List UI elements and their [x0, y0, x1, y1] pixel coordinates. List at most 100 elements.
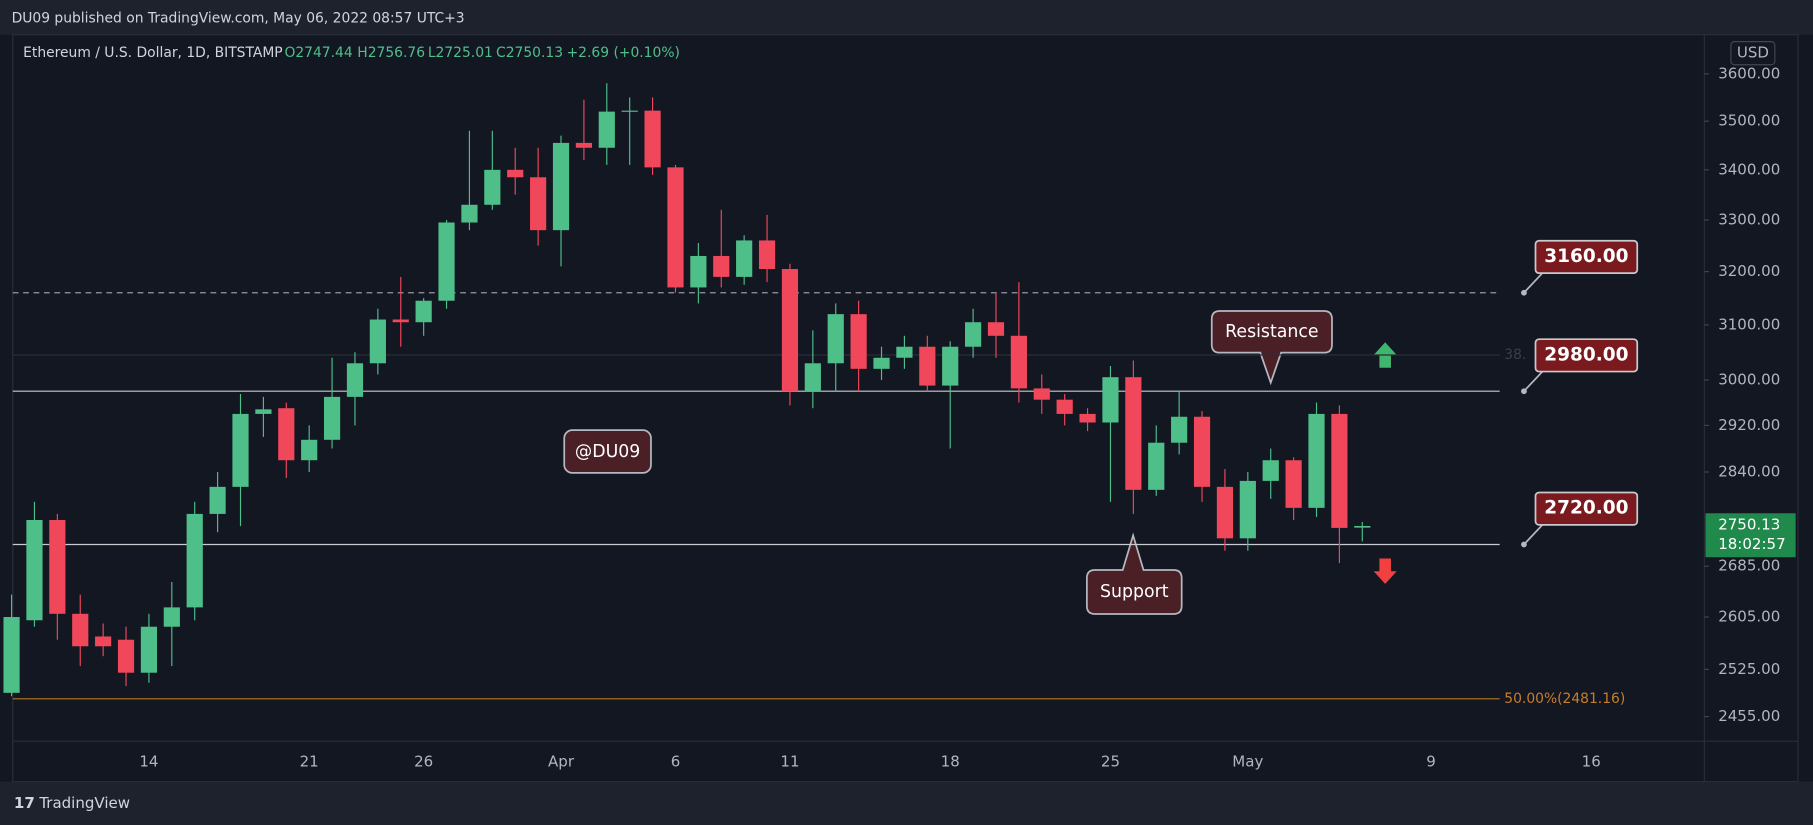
x-tick-label: 25	[1101, 752, 1120, 770]
legend-change: +2.69 (+0.10%)	[567, 45, 680, 61]
x-tick-label: 18	[941, 752, 960, 770]
candle-body	[3, 617, 20, 693]
candle-body	[301, 439, 318, 461]
bottom-bar	[0, 781, 1813, 825]
y-tick-label: 2685.00	[1718, 557, 1780, 575]
candle-body	[140, 626, 158, 673]
fib-label: 38.	[1504, 347, 1526, 363]
x-tick-label: 11	[780, 752, 799, 770]
candle-body	[255, 409, 272, 414]
y-tick-label: 2525.00	[1718, 660, 1780, 678]
candle-body	[942, 346, 959, 386]
y-tick-label: 2455.00	[1718, 707, 1780, 725]
support-label: Support	[1100, 582, 1169, 602]
candle-body	[186, 513, 203, 608]
candle-body	[667, 167, 684, 288]
x-tick-label: 9	[1426, 752, 1436, 770]
brand: TradingView	[38, 794, 130, 812]
candle-body	[896, 346, 913, 358]
x-tick-label: 14	[139, 752, 158, 770]
candle-body	[461, 204, 478, 223]
candle-body	[1239, 480, 1256, 539]
y-tick-label: 3300.00	[1718, 210, 1780, 228]
candle-body	[1354, 525, 1371, 528]
candle-body	[438, 222, 455, 301]
x-tick-label: May	[1232, 752, 1263, 770]
candle-body	[1010, 335, 1027, 389]
candle-body	[415, 300, 432, 323]
resistance-label: Resistance	[1225, 322, 1318, 342]
candle-body	[1079, 413, 1096, 423]
currency: USD	[1737, 44, 1769, 62]
level-label: 3160.00	[1544, 246, 1628, 267]
candle-body	[690, 255, 707, 288]
countdown: 18:02:57	[1718, 535, 1785, 553]
candle-body	[1308, 413, 1325, 508]
candle-body	[598, 111, 615, 148]
legend-low: L2725.01	[428, 45, 493, 61]
resistance-box	[1210, 310, 1333, 386]
y-tick-label: 3400.00	[1718, 160, 1780, 178]
candle-body	[369, 319, 386, 364]
frame	[12, 34, 1799, 783]
candle-body	[1193, 416, 1211, 487]
candle-body	[117, 639, 135, 673]
candle-body	[1171, 416, 1188, 443]
candle-body	[827, 314, 844, 364]
x-tick-label: 26	[414, 752, 433, 770]
x-tick-label: 16	[1582, 752, 1601, 770]
y-tick-label: 3200.00	[1718, 262, 1780, 280]
candle-body	[1331, 413, 1348, 528]
candle-body	[758, 240, 776, 270]
last-price: 2750.13	[1718, 515, 1780, 533]
support-box	[1086, 532, 1183, 615]
watermark-callout: @DU09	[563, 429, 652, 474]
resistance-callout: Resistance	[1210, 310, 1333, 386]
candle-body	[209, 486, 226, 514]
x-tick-label: 6	[671, 752, 681, 770]
candle-body	[575, 142, 592, 148]
candle-body	[987, 322, 1005, 336]
candle-body	[346, 363, 364, 397]
y-tick-label: 2840.00	[1718, 463, 1780, 481]
fib-levels: 38. 50.00%(2481.16)	[12, 347, 1625, 707]
candle-body	[736, 240, 753, 277]
currency-box	[1730, 41, 1776, 66]
legend-close: C2750.13	[496, 45, 563, 61]
publisher: DU09 published on TradingView.com, May 0…	[12, 11, 465, 27]
watermark: @DU09	[575, 442, 640, 462]
candle-body	[49, 519, 66, 614]
candle-body	[804, 363, 821, 392]
candle-body	[95, 636, 112, 647]
candle-body	[965, 322, 982, 347]
candle-body	[323, 396, 341, 440]
support-callout: Support	[1086, 532, 1183, 615]
legend-open: O2747.44	[284, 45, 352, 61]
y-tick-label: 3600.00	[1718, 64, 1780, 82]
candle-body	[232, 413, 249, 487]
candle-body	[484, 169, 501, 205]
y-tick-label: 3000.00	[1718, 370, 1780, 388]
candle-body	[919, 346, 936, 386]
y-tick-label: 2920.00	[1718, 416, 1780, 434]
candle-body	[1125, 377, 1142, 490]
candle-body	[850, 314, 867, 369]
down-arrow	[1373, 558, 1397, 584]
y-tick-label: 3100.00	[1718, 315, 1780, 333]
level-connector	[1523, 272, 1544, 294]
candle-body	[1285, 460, 1302, 508]
level-connector	[1523, 524, 1544, 546]
level-anchor	[1521, 541, 1527, 548]
last-price-box	[1705, 513, 1796, 558]
y-tick-label: 2605.00	[1718, 608, 1780, 626]
legend-symbol: Ethereum / U.S. Dollar, 1D, BITSTAMP	[23, 45, 283, 61]
candle-body	[621, 110, 638, 112]
brand-logo: 17	[14, 794, 35, 812]
fib-label: 50.00%(2481.16)	[1504, 691, 1625, 707]
candle-body	[507, 169, 524, 178]
candle-body	[713, 255, 730, 277]
candle-body	[1262, 460, 1279, 481]
level-label: 2720.00	[1544, 498, 1628, 519]
